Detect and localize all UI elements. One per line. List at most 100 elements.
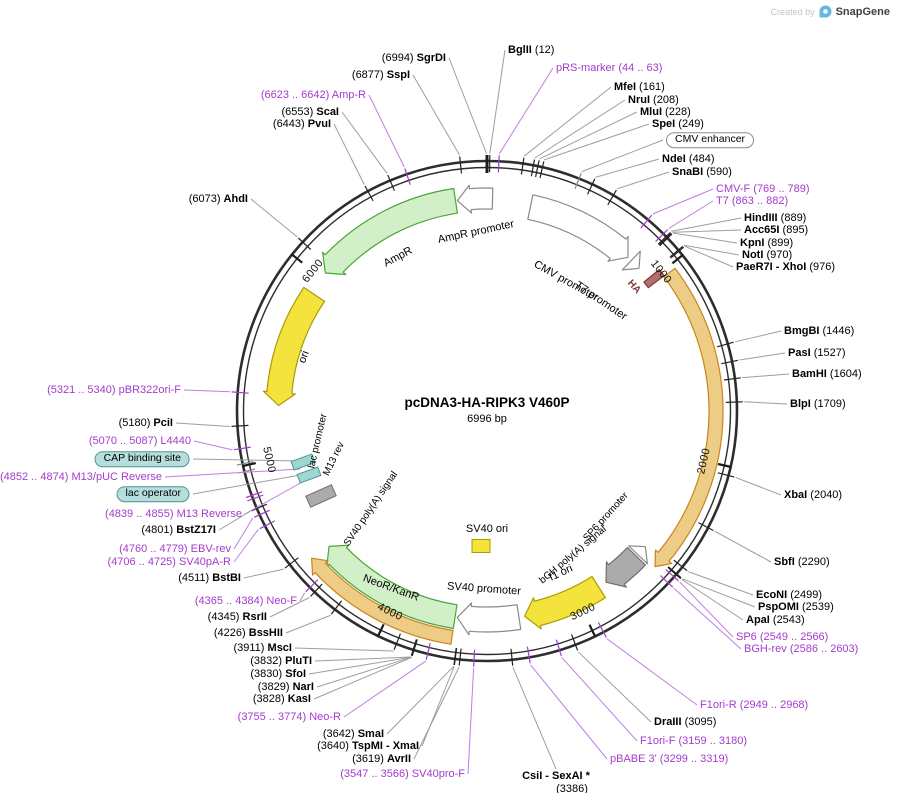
- site-label-4365-4384-neo-f[interactable]: (4365 .. 4384) Neo-F: [195, 595, 297, 607]
- site-label-apai[interactable]: ApaI (2543): [746, 614, 805, 626]
- site-label-bmgbi[interactable]: BmgBI (1446): [784, 325, 854, 337]
- feature-sv40-ori-box[interactable]: [471, 539, 491, 553]
- site-label-mlui[interactable]: MluI (228): [640, 106, 691, 118]
- site-label-bstbi[interactable]: (4511) BstBI: [178, 572, 241, 584]
- feature-arc-sv40-promoter[interactable]: [456, 602, 522, 636]
- site-label-avrii[interactable]: (3619) AvrII: [352, 753, 411, 765]
- site-label-paer7i-xhoi[interactable]: PaeR7I - XhoI (976): [736, 261, 835, 273]
- site-label-lac-operator[interactable]: lac operator: [116, 486, 190, 502]
- site-label-pbabe-3-3299-3319[interactable]: pBABE 3' (3299 .. 3319): [610, 753, 728, 765]
- feature-lac-operator-box[interactable]: [290, 453, 316, 471]
- site-label-bstz17i[interactable]: (4801) BstZ17I: [141, 524, 216, 536]
- feature-arc-ha-ripk3-cds[interactable]: [654, 267, 724, 568]
- site-label-f1ori-f-3159-3180[interactable]: F1ori-F (3159 .. 3180): [640, 735, 747, 747]
- site-label-noti[interactable]: NotI (970): [742, 249, 792, 261]
- site-label-nrui[interactable]: NruI (208): [628, 94, 679, 106]
- site-label-bgh-rev-2586-2603[interactable]: BGH-rev (2586 .. 2603): [744, 643, 858, 655]
- site-label-bglii[interactable]: BglII (12): [508, 44, 554, 56]
- site-label-prs-marker-44-63[interactable]: pRS-marker (44 .. 63): [556, 62, 662, 74]
- leader-line-noti: [683, 244, 740, 256]
- site-label-sgrdi[interactable]: (6994) SgrDI: [382, 52, 446, 64]
- site-label-acc65i[interactable]: Acc65I (895): [744, 224, 808, 236]
- site-label-cmv-f-769-789[interactable]: CMV-F (769 .. 789): [716, 183, 810, 195]
- site-label-pvui[interactable]: (6443) PvuI: [273, 118, 331, 130]
- feature-arc-t7-promoter[interactable]: [621, 250, 641, 271]
- leader-lines-layer: [164, 49, 790, 775]
- site-label-econi[interactable]: EcoNI (2499): [756, 589, 822, 601]
- site-label-3386[interactable]: (3386): [556, 783, 588, 793]
- feature-label-m13-rev[interactable]: M13 rev: [321, 440, 347, 478]
- feature-label-ori[interactable]: ori: [296, 349, 312, 365]
- site-label-snabi[interactable]: SnaBI (590): [672, 166, 732, 178]
- site-label-hindiii[interactable]: HindIII (889): [744, 212, 806, 224]
- site-label-pspomi[interactable]: PspOMI (2539): [758, 601, 834, 613]
- label-part: pBABE 3' (3299 .. 3319): [610, 752, 729, 765]
- site-label-cmv-enhancer[interactable]: CMV enhancer: [666, 132, 755, 148]
- site-label-f1ori-r-2949-2968[interactable]: F1ori-R (2949 .. 2968): [700, 699, 808, 711]
- site-label-mfei[interactable]: MfeI (161): [614, 81, 665, 93]
- feature-label-ampr-promoter[interactable]: AmpR promoter: [436, 218, 516, 246]
- feature-arc-neor-cds[interactable]: [311, 557, 454, 645]
- site-label-smai[interactable]: (3642) SmaI: [323, 728, 384, 740]
- site-label-4839-4855-m13-reverse[interactable]: (4839 .. 4855) M13 Reverse: [105, 508, 242, 520]
- feature-label-sv40-promoter[interactable]: SV40 promoter: [446, 580, 522, 598]
- site-label-sp6-2549-2566[interactable]: SP6 (2549 .. 2566): [736, 631, 828, 643]
- feature-label-ampr[interactable]: AmpR: [381, 244, 415, 270]
- feature-label-neor-kanr[interactable]: NeoR/KanR: [361, 572, 421, 604]
- feature-arc-f1-ori[interactable]: [524, 575, 606, 630]
- scale-label-4000: 4000: [375, 600, 405, 623]
- site-label-5070-5087-l4440[interactable]: (5070 .. 5087) L4440: [89, 435, 191, 447]
- feature-sv40-polya-arrow[interactable]: [305, 484, 337, 508]
- feature-arc-ori[interactable]: [262, 286, 326, 407]
- site-label-t7-863-882[interactable]: T7 (863 .. 882): [716, 195, 788, 207]
- site-label-kasi[interactable]: (3828) KasI: [253, 693, 311, 705]
- feature-arc-ampr-promoter[interactable]: [456, 184, 494, 214]
- feature-label-t7-promoter[interactable]: T7 promoter: [572, 279, 630, 323]
- site-label-spei[interactable]: SpeI (249): [652, 118, 704, 130]
- label-part: EcoNI: [756, 588, 788, 601]
- site-label-ahdi[interactable]: (6073) AhdI: [189, 193, 248, 205]
- site-label-blpi[interactable]: BlpI (1709): [790, 398, 846, 410]
- site-label-6623-6642-amp-r[interactable]: (6623 .. 6642) Amp-R: [261, 89, 366, 101]
- feature-cap-binding-site-box[interactable]: [296, 466, 322, 484]
- site-label-cap-binding-site[interactable]: CAP binding site: [94, 451, 190, 467]
- site-tick-bmgbi: [717, 341, 734, 348]
- site-label-kpni[interactable]: KpnI (899): [740, 237, 793, 249]
- feature-label-sv40-ori[interactable]: SV40 ori: [465, 523, 509, 535]
- feature-arc-ha[interactable]: [643, 268, 665, 289]
- site-label-sspi[interactable]: (6877) SspI: [352, 69, 410, 81]
- site-label-4706-4725-sv40pa-r[interactable]: (4706 .. 4725) SV40pA-R: [107, 556, 231, 568]
- label-part: (5321 .. 5340) pBR322ori-F: [47, 383, 181, 396]
- feature-label-ha[interactable]: HA: [625, 277, 643, 297]
- site-label-nari[interactable]: (3829) NarI: [258, 681, 314, 693]
- feature-label-sv40-poly-a-signal[interactable]: SV40 poly(A) signal: [341, 469, 401, 549]
- site-label-pasi[interactable]: PasI (1527): [788, 347, 846, 359]
- site-label-bsshii[interactable]: (4226) BssHII: [214, 627, 283, 639]
- site-label-scai[interactable]: (6553) ScaI: [282, 106, 340, 118]
- feature-arc-sp6-promoter[interactable]: [628, 545, 648, 565]
- site-label-xbai[interactable]: XbaI (2040): [784, 489, 842, 501]
- site-label-3547-3566-sv40pro-f[interactable]: (3547 .. 3566) SV40pro-F: [340, 768, 465, 780]
- site-label-3755-3774-neo-r[interactable]: (3755 .. 3774) Neo-R: [238, 711, 341, 723]
- site-label-pluti[interactable]: (3832) PluTI: [250, 655, 312, 667]
- site-label-draiii[interactable]: DraIII (3095): [654, 716, 716, 728]
- site-label-msci[interactable]: (3911) MscI: [233, 642, 292, 654]
- feature-arc-ampr[interactable]: [322, 187, 458, 276]
- site-tick-sbfi: [698, 522, 714, 532]
- site-label-tspmi-xmai[interactable]: (3640) TspMI - XmaI: [317, 740, 419, 752]
- site-label-4852-4874-m13-puc-reverse[interactable]: (4852 .. 4874) M13/pUC Reverse: [0, 471, 162, 483]
- label-part: NruI: [628, 93, 650, 106]
- feature-label-sp6-promoter[interactable]: SP6 promoter: [581, 490, 631, 544]
- site-label-4760-4779-ebv-rev[interactable]: (4760 .. 4779) EBV-rev: [119, 543, 231, 555]
- site-label-ndei[interactable]: NdeI (484): [662, 153, 715, 165]
- feature-arc-neor-kanr[interactable]: [326, 544, 458, 629]
- site-label-pcii[interactable]: (5180) PciI: [119, 417, 173, 429]
- feature-arc-bgh-poly-a-signal[interactable]: [605, 547, 646, 588]
- site-label-bamhi[interactable]: BamHI (1604): [792, 368, 862, 380]
- site-label-sbfi[interactable]: SbfI (2290): [774, 556, 830, 568]
- site-label-csii-sexai[interactable]: CsiI - SexAI *: [522, 770, 590, 782]
- feature-arc-cmv-promoter[interactable]: [527, 194, 629, 262]
- site-label-sfoi[interactable]: (3830) SfoI: [250, 668, 306, 680]
- site-label-5321-5340-pbr322ori-f[interactable]: (5321 .. 5340) pBR322ori-F: [47, 384, 181, 396]
- site-label-rsrii[interactable]: (4345) RsrII: [208, 611, 267, 623]
